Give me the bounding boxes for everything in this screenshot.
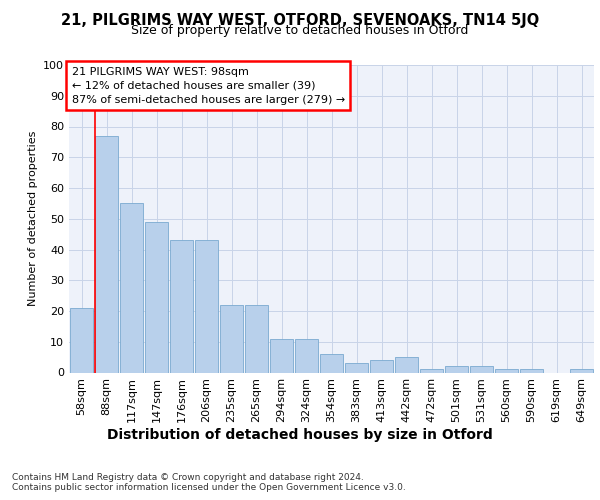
Bar (120, 204, 143, 372)
Text: Contains HM Land Registry data © Crown copyright and database right 2024.
Contai: Contains HM Land Registry data © Crown c… (12, 472, 406, 492)
Bar (445, 366, 468, 372)
Text: 21 PILGRIMS WAY WEST: 98sqm
← 12% of detached houses are smaller (39)
87% of sem: 21 PILGRIMS WAY WEST: 98sqm ← 12% of det… (71, 66, 345, 104)
Bar (395, 357, 418, 372)
Bar (295, 338, 318, 372)
Text: Size of property relative to detached houses in Otford: Size of property relative to detached ho… (131, 24, 469, 37)
Bar (470, 366, 493, 372)
Bar (170, 240, 193, 372)
Bar (420, 370, 443, 372)
Bar (145, 222, 168, 372)
Text: Distribution of detached houses by size in Otford: Distribution of detached houses by size … (107, 428, 493, 442)
Text: 21, PILGRIMS WAY WEST, OTFORD, SEVENOAKS, TN14 5JQ: 21, PILGRIMS WAY WEST, OTFORD, SEVENOAKS… (61, 12, 539, 28)
Y-axis label: Number of detached properties: Number of detached properties (28, 131, 38, 306)
Bar (220, 305, 243, 372)
Bar (70, 308, 93, 372)
Bar (520, 370, 543, 372)
Bar (270, 338, 293, 372)
Bar (95, 136, 118, 372)
Bar (570, 370, 593, 372)
Bar (245, 305, 268, 372)
Bar (495, 370, 518, 372)
Bar (370, 360, 393, 372)
Bar (320, 354, 343, 372)
Bar (195, 240, 218, 372)
Bar (345, 364, 368, 372)
